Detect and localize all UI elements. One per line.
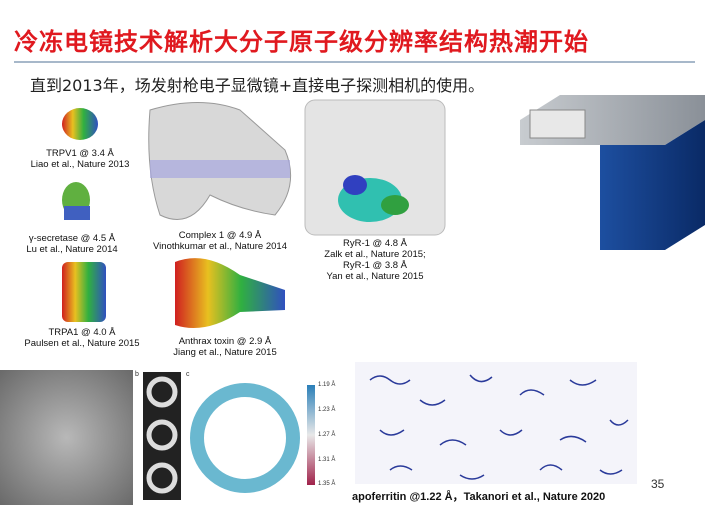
structure-ref: Paulsen et al., Nature 2015	[24, 338, 140, 349]
structure-ref: Liao et al., Nature 2013	[30, 159, 130, 170]
apoferritin-caption: apoferritin @1.22 Å，Takanori et al., Nat…	[352, 491, 606, 503]
class-average	[146, 419, 178, 451]
caption: Anthrax toxin @ 2.9 Å Jiang et al., Natu…	[160, 336, 290, 358]
ryr1-domain	[343, 175, 367, 195]
caption: TRPV1 @ 3.4 Å Liao et al., Nature 2013	[28, 148, 132, 170]
structure-name: Anthrax toxin @ 2.9 Å	[178, 336, 272, 347]
structure-name: RyR-1 @ 3.8 Å	[342, 260, 408, 271]
structure-name: Complex 1 @ 4.9 Å	[178, 230, 262, 241]
micrograph	[0, 370, 133, 505]
anthrax-image	[175, 258, 285, 329]
gsecretase-image-part	[64, 206, 90, 220]
structure-name: RyR-1 @ 4.8 Å	[342, 238, 408, 249]
camera-body	[600, 120, 705, 250]
density-blobs	[369, 374, 629, 480]
slide-subtitle: 直到2013年，场发射枪电子显微镜+直接电子探测相机的使用。	[30, 76, 485, 95]
structure-ref: Zalk et al., Nature 2015;	[324, 249, 426, 260]
trpv1-image	[62, 108, 98, 140]
caption: TRPA1 @ 4.0 Å Paulsen et al., Nature 201…	[20, 327, 144, 349]
structure-ref: Vinothkumar et al., Nature 2014	[153, 241, 287, 252]
class-average	[146, 462, 178, 494]
caption: RyR-1 @ 4.8 Å Zalk et al., Nature 2015; …	[310, 238, 440, 282]
colorbar-label: 1.35 Å	[318, 481, 336, 487]
structure-ref: Jiang et al., Nature 2015	[173, 347, 277, 358]
structure-name: TRPV1 @ 3.4 Å	[46, 148, 114, 159]
structure-ref: Yan et al., Nature 2015	[326, 271, 424, 282]
apoferritin-map	[190, 383, 300, 493]
panel-label: b	[135, 371, 139, 378]
membrane	[150, 160, 290, 178]
density-map	[355, 362, 637, 484]
camera-port	[529, 109, 586, 139]
colorbar-label: 1.27 Å	[318, 432, 336, 438]
colorbar-label: 1.31 Å	[318, 457, 336, 463]
colorbar-label: 1.19 Å	[318, 382, 336, 388]
colorbar-label: 1.23 Å	[318, 407, 336, 413]
ryr1-domain	[381, 195, 409, 215]
structure-name: γ-secretase @ 4.5 Å	[28, 233, 116, 244]
panel-label: c	[186, 371, 190, 378]
page-number: 35	[651, 477, 665, 491]
colorbar	[307, 385, 315, 485]
class-average	[146, 376, 178, 408]
trpa1-image	[62, 262, 106, 322]
slide-title: 冷冻电镜技术解析大分子原子级分辨率结构热潮开始	[14, 28, 589, 56]
caption: γ-secretase @ 4.5 Å Lu et al., Nature 20…	[20, 233, 124, 255]
caption: Complex 1 @ 4.9 Å Vinothkumar et al., Na…	[150, 230, 290, 252]
structure-ref: Lu et al., Nature 2014	[26, 244, 118, 255]
structure-name: TRPA1 @ 4.0 Å	[48, 327, 116, 338]
